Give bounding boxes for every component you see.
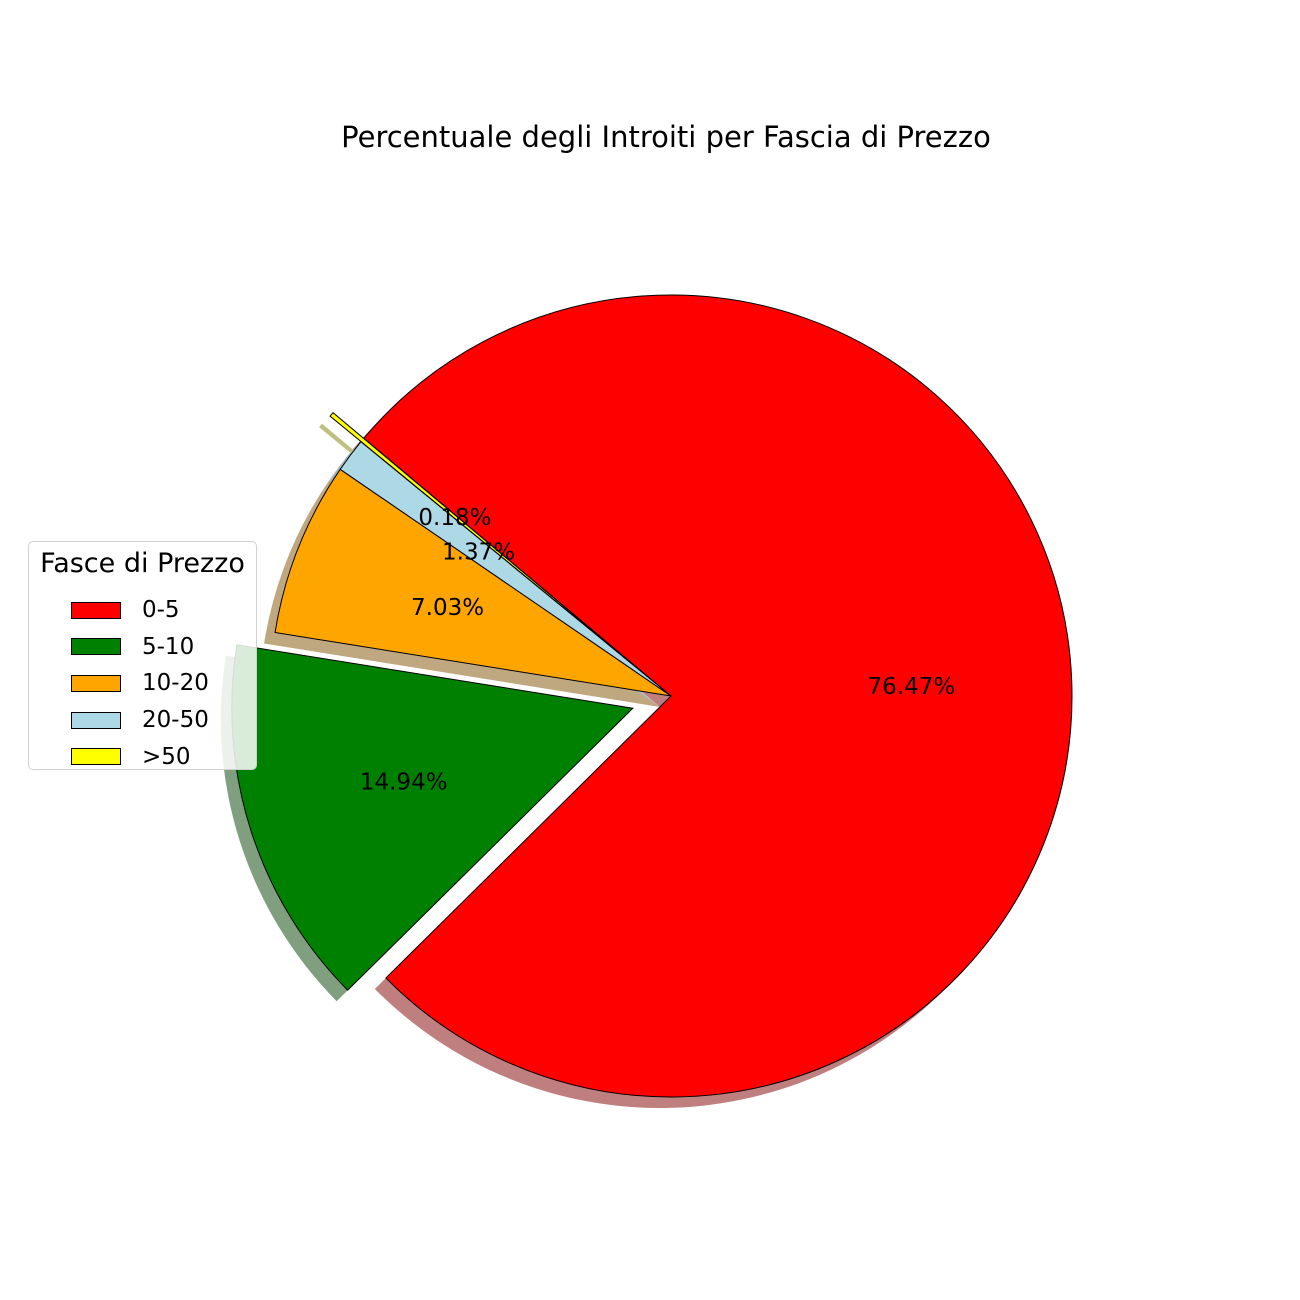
legend-swatch bbox=[71, 748, 121, 766]
legend-item-20-50: 20-50 bbox=[71, 702, 209, 739]
pie-slice-10-20 bbox=[274, 468, 672, 697]
pie-label-layer: 76.47% 14.94% 7.03% 1.37% 0.18% bbox=[360, 505, 955, 796]
legend-item-10-20: 10-20 bbox=[71, 665, 209, 702]
slice-pct-label-50: 0.18% bbox=[418, 505, 491, 531]
pie-slice-layer bbox=[231, 294, 1073, 1098]
legend-label: 5-10 bbox=[142, 633, 195, 660]
legend-item-50: >50 bbox=[71, 738, 209, 775]
legend-label: 10-20 bbox=[142, 670, 209, 697]
legend-item-0-5: 0-5 bbox=[71, 592, 209, 629]
pie-slice-0-5 bbox=[363, 294, 1073, 1098]
slice-pct-label-10-20: 7.03% bbox=[411, 595, 484, 621]
chart-title: Percentuale degli Introiti per Fascia di… bbox=[341, 120, 991, 154]
slice-pct-label-20-50: 1.37% bbox=[442, 540, 515, 566]
legend-item-5-10: 5-10 bbox=[71, 629, 209, 666]
legend-swatch bbox=[71, 638, 121, 656]
legend-swatch bbox=[71, 601, 121, 619]
legend-label: 20-50 bbox=[142, 707, 209, 734]
legend: Fasce di Prezzo 0-5 5-10 10-20 20-50 >50 bbox=[28, 541, 257, 770]
legend-title: Fasce di Prezzo bbox=[40, 548, 245, 579]
slice-pct-label-0-5: 76.47% bbox=[868, 674, 956, 700]
legend-swatch bbox=[71, 674, 121, 692]
pie-slice-50 bbox=[329, 411, 641, 671]
legend-label: >50 bbox=[142, 743, 191, 770]
legend-label: 0-5 bbox=[142, 597, 180, 624]
legend-items: 0-5 5-10 10-20 20-50 >50 bbox=[71, 592, 209, 775]
slice-pct-label-5-10: 14.94% bbox=[360, 770, 448, 796]
legend-swatch bbox=[71, 711, 121, 729]
